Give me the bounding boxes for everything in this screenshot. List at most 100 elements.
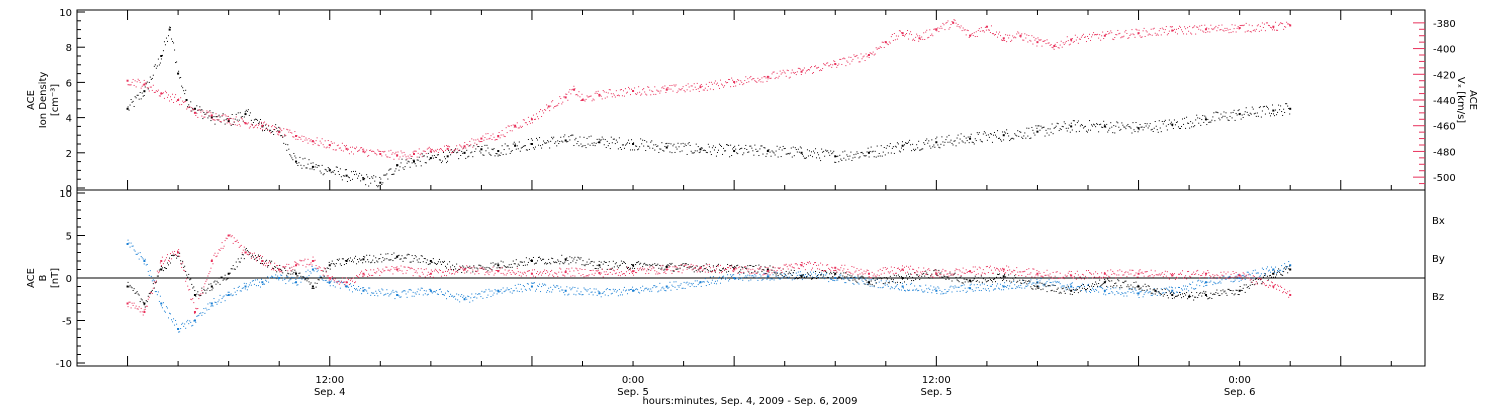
bx-trace-dot [773,271,775,273]
density-trace-dot [1276,114,1278,116]
vx-trace-dot [993,34,995,36]
bx-trace-dot [145,300,147,302]
bx-trace-dot [1088,284,1089,286]
bx-trace-dot [657,263,659,265]
bx-trace-dot [454,266,456,268]
bx-trace-dot [271,260,273,262]
bx-trace-dot [1198,294,1200,296]
by-trace-dot [946,291,948,293]
by-trace-dot [606,287,608,289]
density-trace-dot [165,37,167,39]
by-trace-dot [889,288,891,290]
bx-trace-dot [647,264,649,266]
by-trace-dot [608,289,610,291]
vx-trace-dot [875,47,877,49]
vx-trace-dot [1189,25,1191,27]
density-trace-dot [539,137,541,139]
by-trace-dot [287,276,289,278]
density-trace-dot [1283,108,1285,110]
vx-trace-dot [1153,27,1155,29]
density-trace-dot [129,104,131,106]
density-trace-dot [366,174,368,176]
by-trace-dot [178,331,180,333]
bx-trace-dot [562,262,564,264]
density-trace-dot [664,145,666,147]
vx-trace-dot [159,95,161,97]
density-trace-dot [770,155,772,157]
density-trace-dot [1029,137,1031,139]
vx-trace-dot [1013,37,1015,39]
vx-trace-dot [507,125,509,127]
bx-trace-dot [462,265,464,267]
bx-trace-dot [712,265,714,267]
by-trace-dot [1169,292,1171,294]
vx-trace-dot [861,58,863,60]
bx-trace-dot [442,261,444,263]
vx-trace-dot [1225,30,1227,32]
vx-trace-dot [1227,29,1229,31]
density-trace-dot [1036,127,1038,129]
vx-trace-dot [768,76,770,78]
density-trace-dot [156,65,158,67]
vx-trace-dot [378,150,380,152]
vx-trace-dot [1061,46,1063,48]
bz-point [345,281,348,284]
by-trace-dot [171,319,173,321]
density-trace-dot [238,119,240,121]
density-trace-dot [584,145,586,147]
bx-trace-dot [349,257,351,259]
by-trace-dot [1066,284,1068,286]
by-trace-dot [647,289,649,291]
by-trace-dot [319,275,321,277]
density-trace-dot [1095,126,1097,128]
vx-trace-dot [282,136,284,138]
bx-trace-dot [170,262,172,264]
vx-trace-dot [406,158,408,160]
by-trace-dot [222,296,224,298]
density-trace-dot [740,147,742,149]
vx-trace-dot [1058,47,1060,49]
vx-trace-dot [359,149,361,151]
bx-trace-dot [1242,287,1244,289]
bx-trace-dot [949,272,951,274]
vx-trace-dot [562,101,564,103]
density-trace-dot [883,146,885,148]
vx-trace-dot [144,82,146,84]
density-trace-dot [252,122,254,124]
density-trace-dot [189,106,191,108]
vx-trace-dot [920,38,922,40]
by-trace-dot [881,287,883,289]
density-trace-dot [792,146,794,148]
by-trace-dot [708,284,710,286]
density-trace-dot [1219,119,1221,121]
vx-trace-dot [703,89,705,91]
bx-trace-dot [907,278,909,280]
density-trace-dot [131,101,133,103]
density-trace-dot [375,176,377,178]
density-trace-dot [1157,131,1159,133]
density-trace-dot [634,149,636,151]
density-trace-dot [313,169,315,171]
bx-trace-dot [699,271,701,273]
bx-trace-dot [243,258,245,260]
vx-trace-dot [782,69,784,71]
density-trace-dot [1018,135,1020,137]
vx-trace-dot [146,87,148,89]
bx-trace-dot [165,268,167,270]
by-trace-dot [841,277,843,279]
density-trace-dot [1133,129,1135,131]
x-tick-label-time: 12:00 [315,375,344,386]
by-trace-dot [610,293,612,295]
density-trace-dot [325,169,327,171]
density-trace-dot [283,142,285,144]
density-trace-dot [957,134,959,136]
by-trace-dot [333,281,335,283]
by-trace-dot [618,288,620,290]
vx-trace-dot [1045,43,1047,45]
bx-trace-dot [218,277,220,279]
bx-trace-dot [411,255,413,257]
density-trace-dot [859,156,861,158]
vx-trace-dot [650,94,652,96]
vx-trace-dot [291,132,293,134]
bx-trace-dot [1107,278,1109,280]
